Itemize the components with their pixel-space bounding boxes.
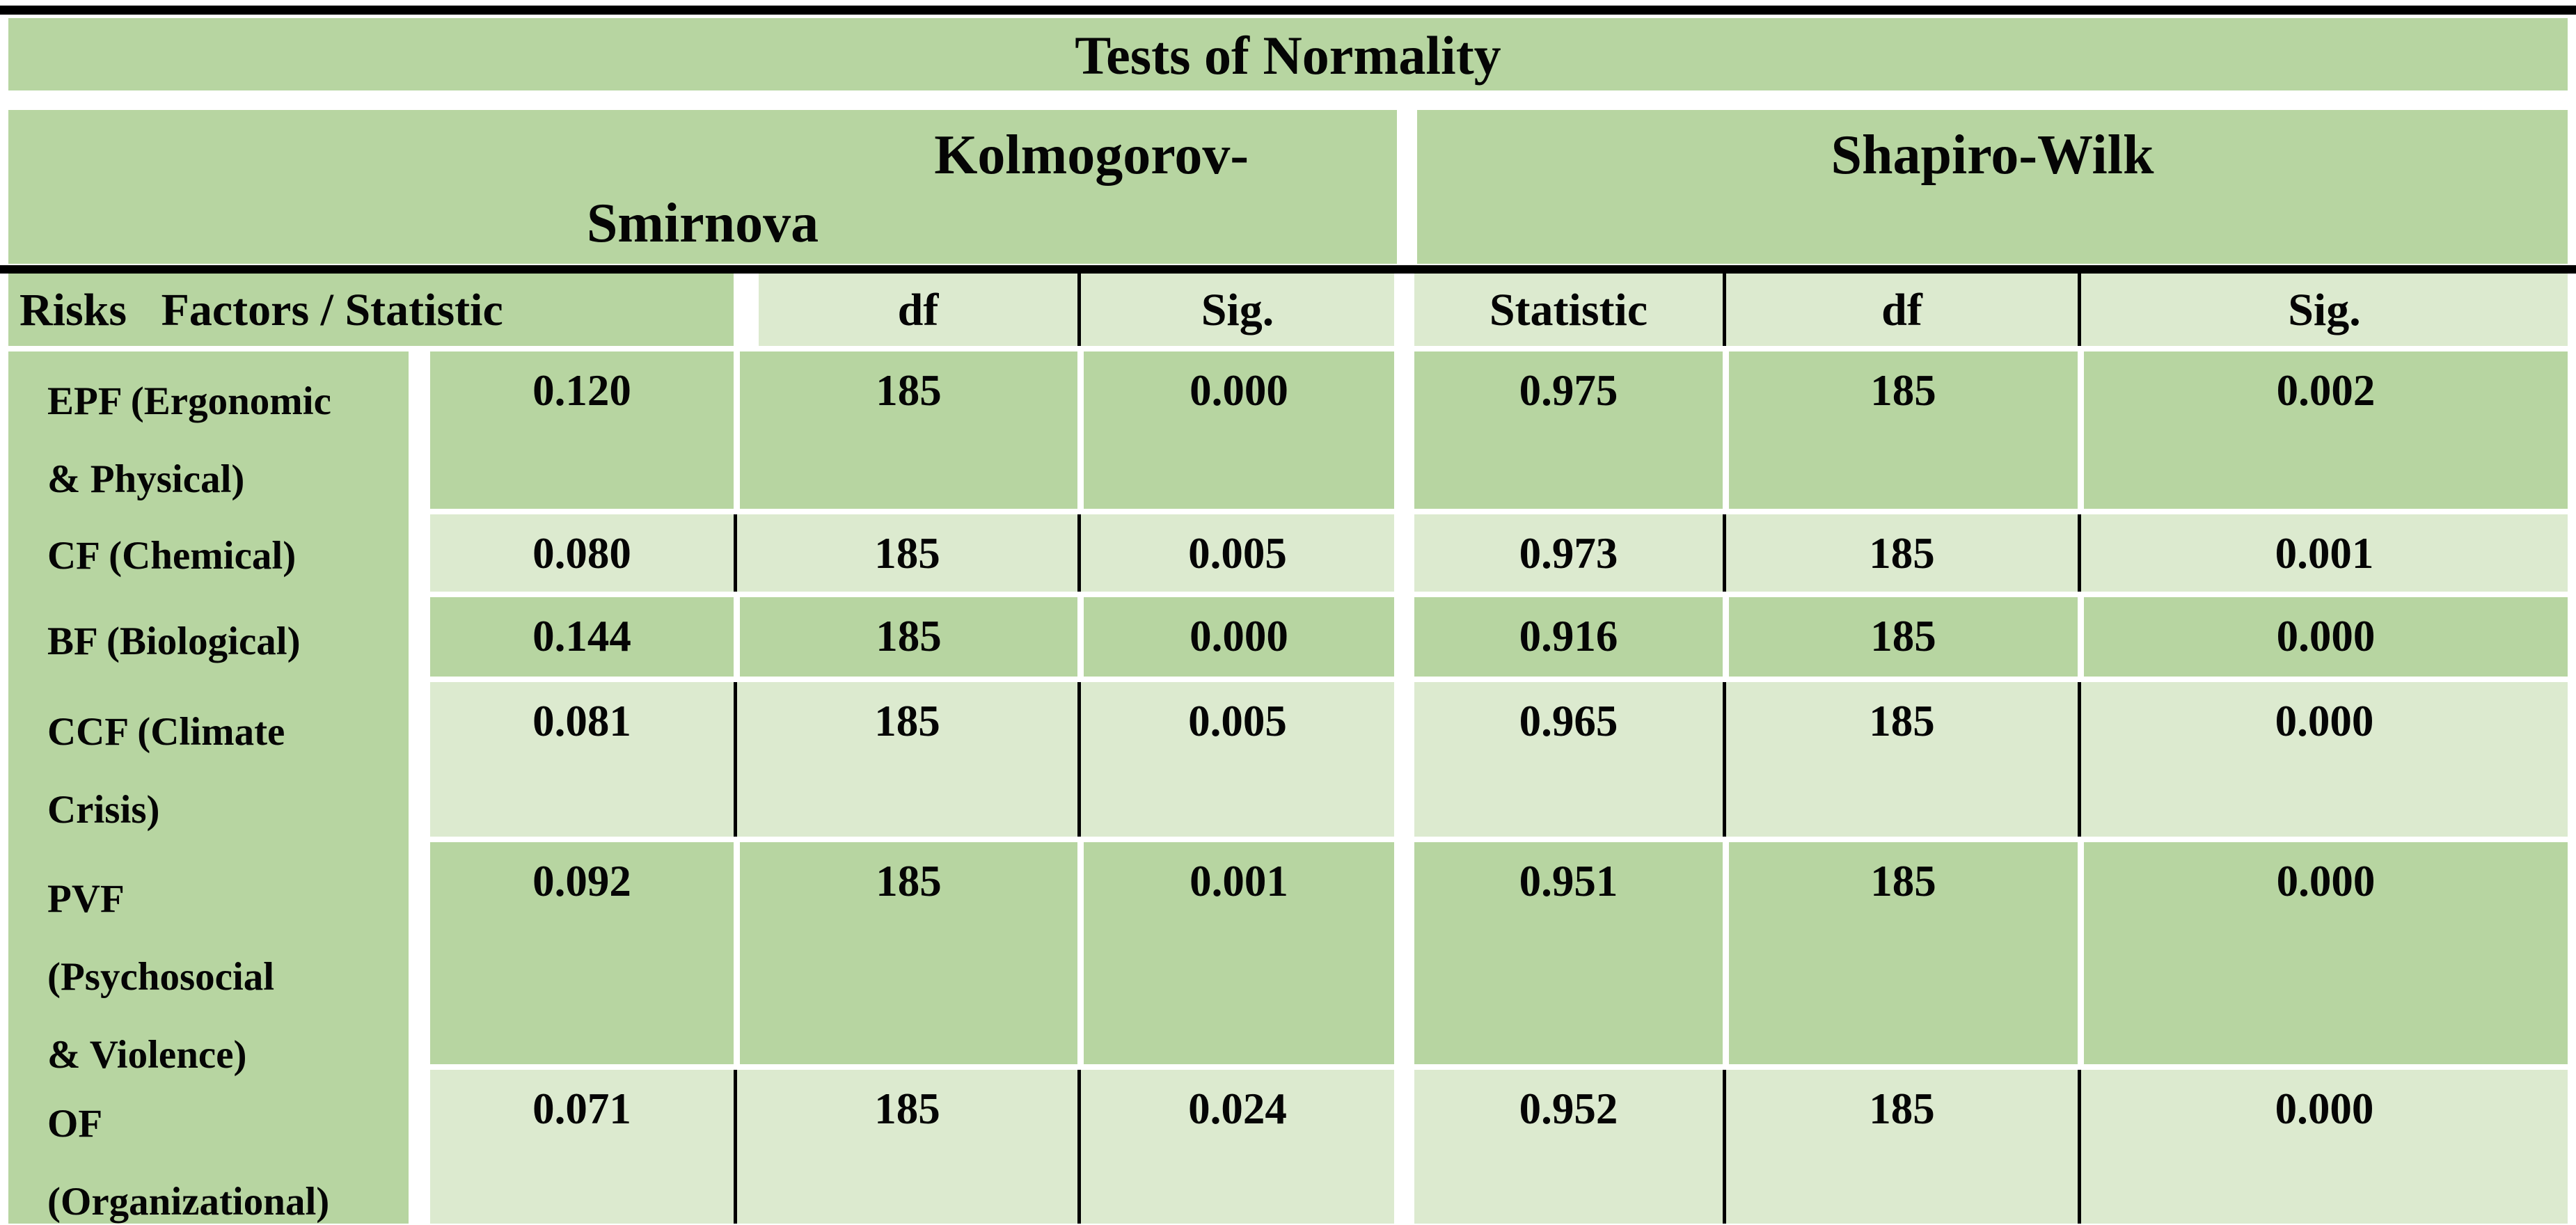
pvf-sw-sig-value: 0.000 <box>2078 842 2568 1064</box>
of-sw-df-value: 185 <box>1723 1070 2078 1224</box>
bf-sw-sig-value: 0.000 <box>2078 597 2568 677</box>
ccf-sw-sig-value: 0.000 <box>2078 682 2568 837</box>
table-title-row: Tests of Normality <box>8 18 2568 90</box>
column-header-sw-statistic: Statistic <box>1394 274 1723 346</box>
test-group-header-row: Kolmogorov- Smirnova Shapiro-Wilk <box>8 110 2568 264</box>
shapiro-wilk-header: Shapiro-Wilk <box>1831 125 2154 186</box>
row-label-line: Crisis) <box>47 788 160 832</box>
cf-sw-df-value: 185 <box>1723 514 2078 592</box>
ccf-ks-df-value: 185 <box>734 682 1077 837</box>
ccf-sw-statistic-value: 0.965 <box>1394 682 1723 837</box>
pvf-ks-df-value: 185 <box>734 842 1077 1064</box>
epf-sw-statistic-value: 0.975 <box>1394 351 1723 509</box>
cf-sw-statistic-value: 0.973 <box>1394 514 1723 592</box>
pvf-sw-statistic-value: 0.951 <box>1394 842 1723 1064</box>
kolmogorov-header-line2: Smirnova <box>586 193 819 254</box>
epf-ks-df-value: 185 <box>734 351 1077 509</box>
epf-ks-sig-value: 0.000 <box>1077 351 1394 509</box>
bf-ks-statistic-value: 0.144 <box>409 597 734 677</box>
row-label-ccf: CCF (Climate Crisis) <box>8 682 409 842</box>
row-label-line: OF <box>47 1102 103 1146</box>
row-label-line: CCF (Climate <box>47 710 285 754</box>
table-grid: Risks Factors / Statistic df Sig. Statis… <box>8 274 2568 1224</box>
row-label-pvf: PVF (Psychosocial & Violence) <box>8 842 409 1077</box>
pvf-ks-statistic-value: 0.092 <box>409 842 734 1064</box>
row-label-line: & Physical) <box>47 457 245 501</box>
bf-ks-sig-value: 0.000 <box>1077 597 1394 677</box>
row-label-line: & Violence) <box>47 1033 247 1077</box>
row-label-line: (Psychosocial <box>47 955 275 999</box>
epf-sw-df-value: 185 <box>1723 351 2078 509</box>
of-sw-sig-value: 0.000 <box>2078 1070 2568 1224</box>
row-label-of: OF (Organizational) <box>8 1070 409 1224</box>
of-sw-statistic-value: 0.952 <box>1394 1070 1723 1224</box>
shapiro-wilk-header-cell: Shapiro-Wilk <box>1417 110 2568 264</box>
row-label-line: PVF <box>47 877 125 921</box>
pvf-ks-sig-value: 0.001 <box>1077 842 1394 1064</box>
column-header-ks-df: df <box>734 274 1077 346</box>
epf-ks-statistic-value: 0.120 <box>409 351 734 509</box>
row-label-line: (Organizational) <box>47 1180 330 1224</box>
header-divider-rule <box>0 265 2576 274</box>
kolmogorov-smirnov-header-cell: Kolmogorov- Smirnova <box>8 110 1397 264</box>
row-label-cf: CF (Chemical) <box>8 514 409 597</box>
ccf-sw-df-value: 185 <box>1723 682 2078 837</box>
ccf-ks-sig-value: 0.005 <box>1077 682 1394 837</box>
row-label-epf: EPF (Ergonomic & Physical) <box>8 351 409 514</box>
column-header-sw-df: df <box>1723 274 2078 346</box>
cf-ks-df-value: 185 <box>734 514 1077 592</box>
of-ks-statistic-value: 0.071 <box>409 1070 734 1224</box>
cf-ks-statistic-value: 0.080 <box>409 514 734 592</box>
cf-ks-sig-value: 0.005 <box>1077 514 1394 592</box>
row-label-line: BF (Biological) <box>47 619 301 663</box>
row-label-line: EPF (Ergonomic <box>47 379 331 423</box>
bf-ks-df-value: 185 <box>734 597 1077 677</box>
risk-factor-label-column: EPF (Ergonomic & Physical) CF (Chemical)… <box>8 351 409 1224</box>
of-ks-df-value: 185 <box>734 1070 1077 1224</box>
column-header-ks-sig: Sig. <box>1077 274 1394 346</box>
of-ks-sig-value: 0.024 <box>1077 1070 1394 1224</box>
cf-sw-sig-value: 0.001 <box>2078 514 2568 592</box>
table-title: Tests of Normality <box>1075 25 1501 86</box>
bf-sw-statistic-value: 0.916 <box>1394 597 1723 677</box>
top-border-rule <box>0 6 2576 15</box>
column-header-risks-factors-statistic: Risks Factors / Statistic <box>8 274 734 346</box>
row-label-line: CF (Chemical) <box>47 534 297 578</box>
kolmogorov-header-line1: Kolmogorov- <box>934 125 1249 186</box>
ccf-ks-statistic-value: 0.081 <box>409 682 734 837</box>
epf-sw-sig-value: 0.002 <box>2078 351 2568 509</box>
pvf-sw-df-value: 185 <box>1723 842 2078 1064</box>
bf-sw-df-value: 185 <box>1723 597 2078 677</box>
column-header-sw-sig: Sig. <box>2078 274 2568 346</box>
row-label-bf: BF (Biological) <box>8 597 409 682</box>
